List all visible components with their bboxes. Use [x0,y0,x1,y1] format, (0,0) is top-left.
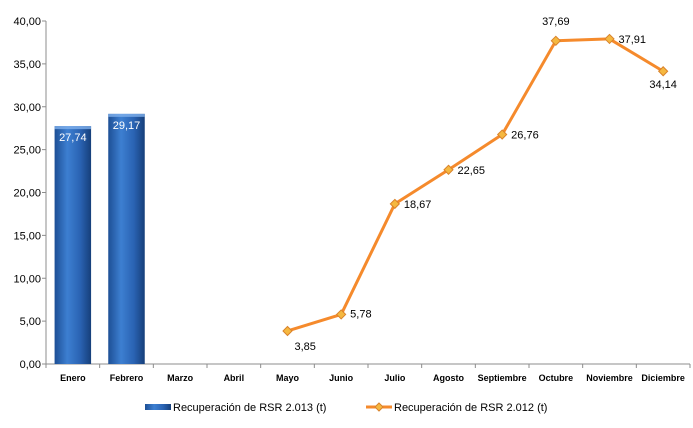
bar-top-highlight [54,126,92,130]
line-data-label: 37,69 [542,16,570,28]
line-marker [550,35,562,47]
x-tick-label: Noviembre [586,373,633,383]
y-tick-label: 5,00 [20,316,41,328]
line-marker [496,129,508,140]
axes: 0,00 5,00 10,00 15,00 20,00 25,00 30,00 35,00 40… [13,16,691,383]
x-tick-label: Febrero [110,373,144,383]
line-data-label: 5,78 [350,308,371,320]
x-tick-label: Abril [224,373,245,383]
line-marker [443,164,454,175]
bar-top-highlight [108,113,145,117]
line-data-label: 18,67 [404,199,432,211]
series-line [287,37,664,333]
line-marker [389,198,401,210]
x-tick-label: Octubre [539,373,574,383]
legend-line-marker [374,402,384,412]
y-tick-label: 20,00 [13,188,41,200]
x-tick-label: Septiembre [478,373,527,383]
line-data-label: 34,14 [649,79,677,91]
line-marker [604,33,615,45]
line-marker [657,66,669,77]
x-tick-label: Enero [60,373,86,383]
bar [54,126,92,364]
data-labels: 27,74 29,17 3,85 5,78 18,67 22,65 26,76 37,69 37… [59,16,677,353]
line-data-label: 37,91 [619,34,647,46]
y-tick-label: 40,00 [13,16,41,28]
bar-series [54,113,145,364]
x-tick-label: Julio [384,373,406,383]
y-tick-label: 15,00 [13,230,41,242]
legend-line-label: Recuperación de RSR 2.012 (t) [394,402,547,414]
line-data-label: 3,85 [295,341,316,353]
legend: Recuperación de RSR 2.013 (t) Recuperació… [145,402,547,414]
bar-data-label: 27,74 [59,132,87,144]
line-data-label: 26,76 [511,130,539,142]
y-tick-label: 25,00 [13,145,41,157]
x-tick-label: Agosto [433,373,464,383]
x-tick-label: Mayo [276,373,300,383]
legend-bar-label: Recuperación de RSR 2.013 (t) [173,402,326,414]
legend-item-bar: Recuperación de RSR 2.013 (t) [145,402,326,414]
y-tick-label: 10,00 [13,273,41,285]
x-tick-label: Diciembre [641,373,685,383]
y-tick-label: 0,00 [20,359,41,371]
x-tick-label: Junio [329,373,354,383]
legend-bar-swatch [145,404,171,410]
line-series [282,33,669,337]
legend-item-line: Recuperación de RSR 2.012 (t) [366,402,547,414]
x-tick-label: Marzo [167,373,194,383]
line-data-label: 22,65 [458,165,486,177]
line-marker [335,309,347,320]
bar [108,113,145,364]
y-tick-label: 35,00 [13,59,41,71]
bar-data-label: 29,17 [113,120,141,132]
y-tick-label: 30,00 [13,102,41,114]
line-marker [282,325,293,337]
